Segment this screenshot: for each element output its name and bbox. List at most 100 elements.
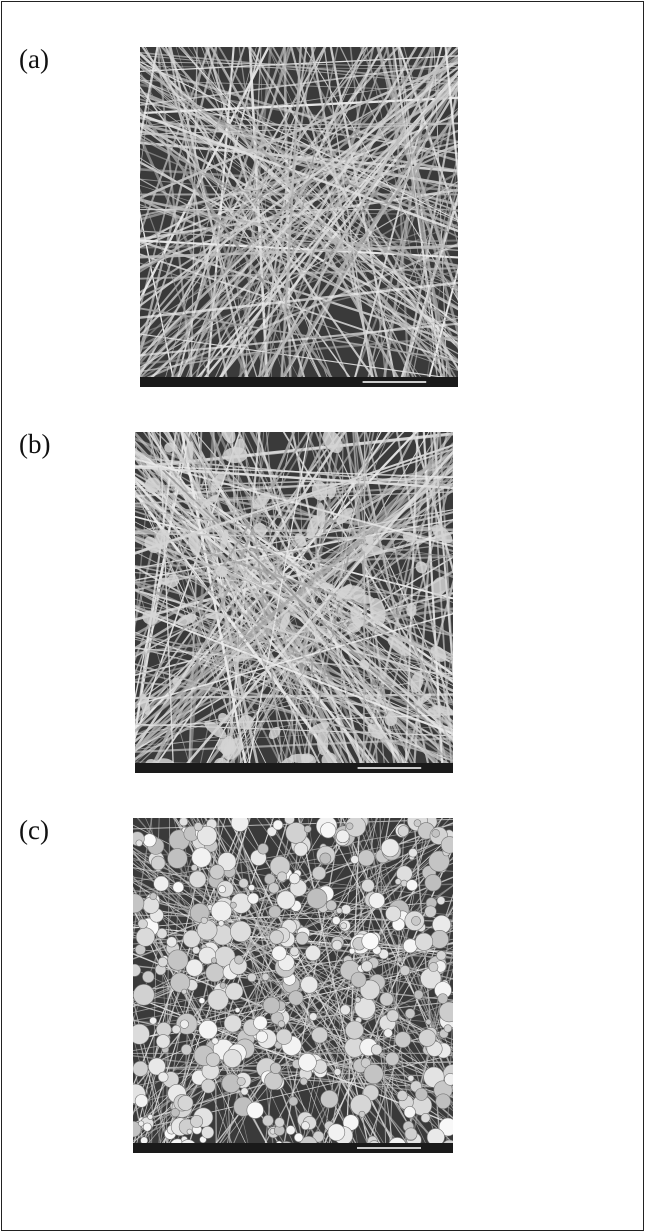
bead xyxy=(334,1068,341,1075)
bead xyxy=(142,971,154,983)
bead xyxy=(262,1115,273,1126)
sem-image-beads xyxy=(133,818,453,1153)
panel-label: (a) xyxy=(19,44,49,75)
bead xyxy=(369,893,385,909)
bead xyxy=(290,947,299,956)
bead xyxy=(294,1133,303,1142)
bead xyxy=(256,1031,267,1042)
bead xyxy=(150,893,157,900)
bead xyxy=(336,908,342,914)
bead xyxy=(289,991,304,1006)
bead xyxy=(187,1129,192,1134)
bead xyxy=(275,1118,285,1128)
bead xyxy=(156,1035,170,1049)
bead xyxy=(218,886,225,893)
bead xyxy=(408,1075,414,1081)
bead xyxy=(414,820,421,827)
bead xyxy=(414,990,423,999)
bead xyxy=(241,1088,248,1095)
bead xyxy=(270,930,284,944)
bead xyxy=(272,946,287,961)
bead xyxy=(201,917,207,923)
page: (a) (b) (c) (() => { const data = JSON.p… xyxy=(0,0,647,1207)
bead xyxy=(168,950,188,970)
bead xyxy=(211,901,231,921)
bead xyxy=(224,1015,241,1032)
bead xyxy=(182,989,187,994)
bead xyxy=(438,994,448,1004)
panel-label: (c) xyxy=(19,815,49,846)
bead xyxy=(312,866,326,880)
bead xyxy=(341,923,347,929)
bead xyxy=(197,920,217,940)
bead xyxy=(437,897,445,905)
bead xyxy=(277,872,287,882)
bead xyxy=(380,993,393,1006)
bead xyxy=(278,1021,285,1028)
bead xyxy=(262,973,269,980)
bead xyxy=(286,822,307,843)
bead xyxy=(321,1090,339,1108)
bead xyxy=(189,871,206,888)
bead xyxy=(190,1115,202,1127)
bead xyxy=(158,1072,168,1082)
bead xyxy=(247,1102,264,1119)
bead xyxy=(398,826,409,837)
bead xyxy=(328,1124,345,1141)
bead xyxy=(148,1114,153,1119)
bead xyxy=(191,864,197,870)
bead xyxy=(384,1029,393,1038)
bead xyxy=(138,1121,143,1126)
bead xyxy=(202,1126,214,1138)
bead xyxy=(265,1072,283,1090)
bead xyxy=(258,843,269,854)
bead xyxy=(133,1061,148,1076)
bead xyxy=(362,933,379,950)
bead xyxy=(405,1128,417,1140)
bead xyxy=(180,1020,189,1029)
bead xyxy=(359,1111,365,1117)
scale-bar xyxy=(358,767,422,769)
bead xyxy=(425,906,437,918)
bead xyxy=(361,961,372,972)
bead xyxy=(397,957,402,962)
bead xyxy=(397,1090,407,1100)
bead xyxy=(286,1126,295,1135)
bead xyxy=(298,1053,316,1071)
bead xyxy=(371,1044,382,1055)
bead xyxy=(194,822,202,830)
bead xyxy=(143,1123,151,1131)
bead xyxy=(263,997,280,1014)
bead xyxy=(171,1108,180,1117)
bead xyxy=(362,879,375,892)
bead xyxy=(326,900,336,910)
bead xyxy=(336,830,349,843)
bead xyxy=(239,878,249,888)
bead xyxy=(346,823,353,830)
bead xyxy=(332,940,342,950)
bead xyxy=(277,891,295,909)
bead xyxy=(270,1063,281,1074)
bead xyxy=(301,976,318,993)
sem-image-beaded-fibers xyxy=(135,432,453,773)
bead xyxy=(230,902,236,908)
bead xyxy=(300,1078,307,1085)
bead xyxy=(364,1064,383,1083)
bead xyxy=(309,1013,317,1021)
bead xyxy=(235,955,244,964)
bead xyxy=(432,829,440,837)
bead xyxy=(212,1038,219,1045)
bead xyxy=(138,919,148,929)
bead xyxy=(320,853,331,864)
bead xyxy=(429,962,438,971)
bead xyxy=(351,972,366,987)
bead xyxy=(411,916,420,925)
bead xyxy=(166,937,176,947)
bead xyxy=(320,823,335,838)
bead xyxy=(409,848,418,857)
bead xyxy=(345,1021,363,1039)
bead xyxy=(425,874,442,891)
bead xyxy=(404,1106,415,1117)
bead xyxy=(211,958,216,963)
bead xyxy=(355,997,360,1002)
